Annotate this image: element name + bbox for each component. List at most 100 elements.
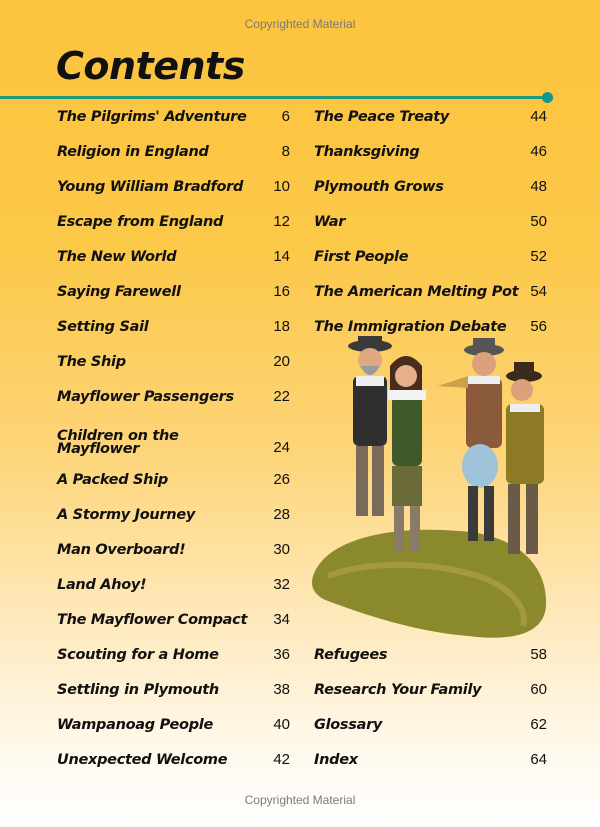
entry-title: The New World: [57, 248, 177, 265]
divider-line: [0, 96, 548, 99]
contents-entry: The American Melting Pot 54: [314, 274, 547, 309]
entry-page-number: 24: [273, 439, 290, 456]
entry-page-number: 26: [273, 471, 290, 488]
entry-page-number: 46: [530, 143, 547, 160]
contents-entry: The Ship 20: [57, 344, 290, 379]
contents-entry: A Packed Ship 26: [57, 462, 290, 497]
contents-entry: The Peace Treaty 44: [314, 99, 547, 134]
entry-page-number: 34: [273, 611, 290, 628]
entry-page-number: 8: [281, 143, 290, 160]
entry-title: Saying Farewell: [57, 283, 181, 300]
entry-title: The American Melting Pot: [314, 283, 519, 300]
entry-title: Escape from England: [57, 213, 224, 230]
entry-page-number: 14: [273, 248, 290, 265]
entry-page-number: 36: [273, 646, 290, 663]
entry-page-number: 22: [273, 388, 290, 405]
entry-page-number: 52: [530, 248, 547, 265]
entry-page-number: 60: [530, 681, 547, 698]
entry-page-number: 62: [530, 716, 547, 733]
entry-title: Research Your Family: [314, 681, 482, 698]
watermark-top: Copyrighted Material: [244, 17, 356, 31]
contents-entry: Index 64: [314, 742, 547, 777]
entry-page-number: 40: [273, 716, 290, 733]
contents-entry: War 50: [314, 204, 547, 239]
entry-page-number: 54: [530, 283, 547, 300]
watermark-bottom: Copyrighted Material: [244, 793, 356, 807]
entry-title: Young William Bradford: [57, 178, 244, 195]
contents-entry: The Mayflower Compact 34: [57, 602, 290, 637]
entry-title: Thanksgiving: [314, 143, 420, 160]
contents-entry: The Immigration Debate 56: [314, 309, 547, 344]
page-title: Contents: [56, 44, 245, 88]
entry-page-number: 28: [273, 506, 290, 523]
entry-title: Refugees: [314, 646, 388, 663]
entry-title: The Ship: [57, 353, 126, 370]
contents-entry: Settling in Plymouth 38: [57, 672, 290, 707]
entry-page-number: 56: [530, 318, 547, 335]
contents-entry: Saying Farewell 16: [57, 274, 290, 309]
contents-entry: Refugees 58: [314, 637, 547, 672]
entry-title: The Immigration Debate: [314, 318, 507, 335]
contents-entry: Thanksgiving 46: [314, 134, 547, 169]
pilgrim-figure-2: [388, 356, 426, 551]
contents-entry: Wampanoag People 40: [57, 707, 290, 742]
contents-entry: The Pilgrims' Adventure 6: [57, 99, 290, 134]
entry-title: A Packed Ship: [57, 471, 168, 488]
contents-right-column: The Peace Treaty 44 Thanksgiving 46 Plymouth…: [314, 99, 547, 344]
contents-entry: Mayflower Passengers 22: [57, 379, 290, 414]
entry-page-number: 6: [281, 108, 290, 125]
contents-entry: Religion in England 8: [57, 134, 290, 169]
entry-title: The Peace Treaty: [314, 108, 450, 125]
ground: [312, 529, 547, 638]
contents-entry: Children on the Mayflower 24: [57, 414, 290, 462]
entry-page-number: 64: [530, 751, 547, 768]
contents-entry: Plymouth Grows 48: [314, 169, 547, 204]
pilgrim-figure-1: [348, 336, 392, 516]
entry-page-number: 32: [273, 576, 290, 593]
contents-entry: Man Overboard! 30: [57, 532, 290, 567]
contents-right-column-bottom: Refugees 58 Research Your Family 60 Glossary…: [314, 637, 547, 777]
contents-entry: Scouting for a Home 36: [57, 637, 290, 672]
pilgrim-figure-4: [506, 362, 544, 554]
entry-title: Settling in Plymouth: [57, 681, 219, 698]
entry-page-number: 48: [530, 178, 547, 195]
entry-page-number: 42: [273, 751, 290, 768]
entry-page-number: 12: [273, 213, 290, 230]
divider-dot: [542, 92, 553, 103]
entry-page-number: 44: [530, 108, 547, 125]
contents-entry: First People 52: [314, 239, 547, 274]
entry-title: First People: [314, 248, 409, 265]
entry-title: Unexpected Welcome: [57, 751, 228, 768]
entry-title: Index: [314, 751, 358, 768]
contents-entry: Land Ahoy! 32: [57, 567, 290, 602]
entry-title: The Pilgrims' Adventure: [57, 108, 247, 125]
entry-title: A Stormy Journey: [57, 506, 196, 523]
entry-title: Land Ahoy!: [57, 576, 147, 593]
contents-entry: Glossary 62: [314, 707, 547, 742]
entry-title: Glossary: [314, 716, 383, 733]
entry-title: War: [314, 213, 346, 230]
entry-title: Setting Sail: [57, 318, 149, 335]
entry-title: Plymouth Grows: [314, 178, 444, 195]
contents-left-column: The Pilgrims' Adventure 6 Religion in Engl…: [57, 99, 290, 777]
contents-entry: A Stormy Journey 28: [57, 497, 290, 532]
contents-entry: Escape from England 12: [57, 204, 290, 239]
pilgrims-illustration: [312, 336, 547, 638]
entry-page-number: 30: [273, 541, 290, 558]
entry-title: Man Overboard!: [57, 541, 186, 558]
contents-entry: Research Your Family 60: [314, 672, 547, 707]
contents-entry: Setting Sail 18: [57, 309, 290, 344]
entry-page-number: 58: [530, 646, 547, 663]
entry-title: Scouting for a Home: [57, 646, 219, 663]
entry-page-number: 20: [273, 353, 290, 370]
entry-page-number: 10: [273, 178, 290, 195]
entry-page-number: 38: [273, 681, 290, 698]
entry-title: Children on the Mayflower: [57, 428, 179, 457]
entry-title: Mayflower Passengers: [57, 388, 234, 405]
contents-entry: Young William Bradford 10: [57, 169, 290, 204]
entry-page-number: 50: [530, 213, 547, 230]
entry-title: The Mayflower Compact: [57, 611, 248, 628]
entry-title: Religion in England: [57, 143, 209, 160]
entry-page-number: 18: [273, 318, 290, 335]
entry-title: Wampanoag People: [57, 716, 213, 733]
